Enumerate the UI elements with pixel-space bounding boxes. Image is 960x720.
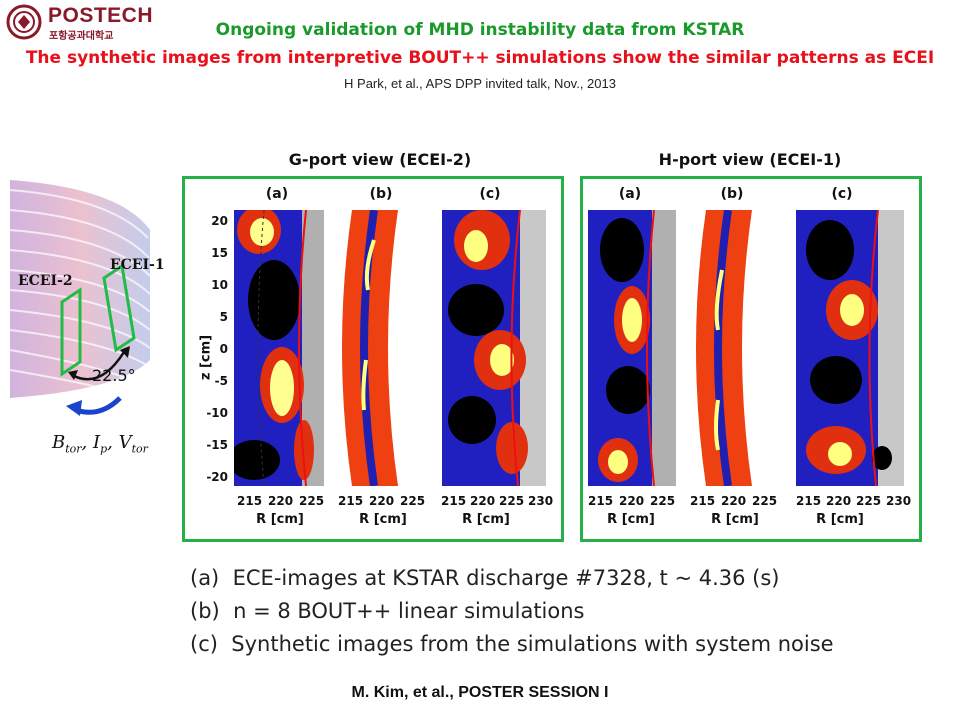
x-tick: 225 bbox=[499, 494, 525, 508]
y-axis-label: z [cm] bbox=[198, 334, 214, 381]
torus-diagram: ECEI-2 ECEI-1 22.5° bbox=[9, 180, 165, 416]
logo-name: POSTECH bbox=[48, 4, 154, 27]
panel-label-g-b: (b) bbox=[369, 186, 393, 202]
y-tick: 15 bbox=[211, 246, 228, 260]
y-tick: -5 bbox=[214, 374, 228, 388]
y-tick: -10 bbox=[206, 406, 228, 420]
x-tick: 225 bbox=[299, 494, 325, 508]
footer-credit: M. Kim, et al., POSTER SESSION I bbox=[351, 684, 609, 701]
y-tick: -15 bbox=[206, 438, 228, 452]
ecei1-label: ECEI-1 bbox=[110, 257, 165, 273]
y-tick: -20 bbox=[206, 470, 228, 484]
h-port-panel-b-simulation bbox=[692, 210, 778, 486]
x-tick: 215 bbox=[441, 494, 467, 508]
x-tick: 230 bbox=[886, 494, 912, 508]
panel-label-g-a: (a) bbox=[265, 186, 289, 202]
x-axis-label: R [cm] bbox=[607, 512, 655, 527]
legend-item-c: (c) Synthetic images from the simulation… bbox=[190, 632, 834, 656]
h-port-view-title: H-port view (ECEI-1) bbox=[658, 150, 842, 169]
y-tick: 20 bbox=[211, 214, 228, 228]
x-tick: 225 bbox=[752, 494, 778, 508]
panel-label-h-a: (a) bbox=[618, 186, 642, 202]
x-axis-label: R [cm] bbox=[711, 512, 759, 527]
angle-label: 22.5° bbox=[92, 366, 136, 385]
g-port-box bbox=[182, 176, 564, 542]
university-seal-icon bbox=[6, 4, 42, 40]
x-tick: 225 bbox=[400, 494, 426, 508]
x-tick: 220 bbox=[619, 494, 645, 508]
x-tick: 215 bbox=[338, 494, 364, 508]
ecei2-plane bbox=[60, 287, 82, 377]
g-port-panel-b-simulation bbox=[340, 210, 426, 486]
g-port-panel-a-ece-image bbox=[234, 210, 324, 486]
x-axis-label: R [cm] bbox=[462, 512, 510, 527]
panel-label-h-b: (b) bbox=[720, 186, 744, 202]
slide-title: Ongoing validation of MHD instability da… bbox=[215, 20, 745, 40]
x-axis-label: R [cm] bbox=[256, 512, 304, 527]
x-tick: 220 bbox=[369, 494, 395, 508]
h-port-panel-a-ece-image bbox=[588, 210, 676, 486]
x-tick: 220 bbox=[826, 494, 852, 508]
x-tick: 225 bbox=[856, 494, 882, 508]
ecei2-label: ECEI-2 bbox=[18, 273, 73, 289]
g-port-panel-c-synthetic bbox=[442, 210, 546, 486]
legend-item-b: (b) n = 8 BOUT++ linear simulations bbox=[190, 599, 585, 623]
g-port-view-title: G-port view (ECEI-2) bbox=[288, 150, 472, 169]
logo-subtitle: 포항공과대학교 bbox=[49, 31, 114, 42]
x-tick: 220 bbox=[470, 494, 496, 508]
panel-label-g-c: (c) bbox=[479, 186, 501, 202]
x-tick: 230 bbox=[528, 494, 554, 508]
x-tick: 215 bbox=[796, 494, 822, 508]
rotation-arrow-icon bbox=[75, 396, 122, 415]
x-tick: 220 bbox=[721, 494, 747, 508]
citation: H Park, et al., APS DPP invited talk, No… bbox=[344, 76, 616, 91]
y-tick: 0 bbox=[219, 342, 228, 356]
ecei1-plane bbox=[102, 263, 136, 353]
y-tick: 5 bbox=[219, 310, 228, 324]
y-tick: 10 bbox=[211, 278, 228, 292]
postech-logo: POSTECH 포항공과대학교 bbox=[6, 4, 156, 44]
slide-subtitle: The synthetic images from interpretive B… bbox=[25, 48, 935, 68]
h-port-panel-c-synthetic bbox=[796, 210, 904, 486]
h-port-box bbox=[580, 176, 922, 542]
x-tick: 215 bbox=[588, 494, 614, 508]
x-tick: 225 bbox=[650, 494, 676, 508]
panel-label-h-c: (c) bbox=[831, 186, 853, 202]
field-direction-label: Btor, Ip, Vtor bbox=[52, 432, 148, 456]
x-tick: 215 bbox=[690, 494, 716, 508]
x-axis-label: R [cm] bbox=[816, 512, 864, 527]
angle-arc-icon bbox=[71, 351, 126, 381]
x-tick: 220 bbox=[268, 494, 294, 508]
legend-item-a: (a) ECE-images at KSTAR discharge #7328,… bbox=[190, 566, 780, 590]
x-tick: 215 bbox=[237, 494, 263, 508]
x-axis-label: R [cm] bbox=[359, 512, 407, 527]
